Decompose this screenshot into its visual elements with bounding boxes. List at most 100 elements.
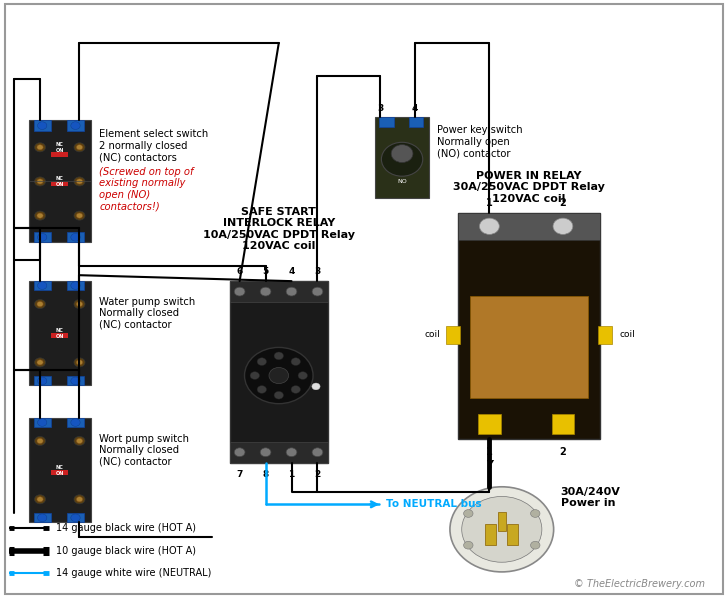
Text: NC
ON: NC ON xyxy=(55,176,64,187)
Text: 2: 2 xyxy=(314,470,320,479)
Circle shape xyxy=(464,509,473,517)
Bar xyxy=(50,333,68,338)
Circle shape xyxy=(34,358,46,367)
Bar xyxy=(230,281,328,463)
Circle shape xyxy=(38,122,47,129)
Circle shape xyxy=(34,143,46,152)
Circle shape xyxy=(480,218,499,234)
Bar xyxy=(67,418,84,427)
Text: coil: coil xyxy=(620,330,636,339)
Text: 14 gauge black wire (HOT A): 14 gauge black wire (HOT A) xyxy=(56,523,196,533)
Circle shape xyxy=(38,377,47,385)
Bar xyxy=(50,182,68,186)
Circle shape xyxy=(34,211,46,220)
Circle shape xyxy=(76,145,82,150)
Circle shape xyxy=(74,177,85,186)
Circle shape xyxy=(38,419,47,426)
Bar xyxy=(34,281,50,290)
Circle shape xyxy=(269,368,288,383)
Text: 4: 4 xyxy=(288,267,295,276)
Circle shape xyxy=(76,438,82,444)
Circle shape xyxy=(71,377,80,385)
Text: 6: 6 xyxy=(237,267,242,276)
Circle shape xyxy=(74,143,85,152)
Circle shape xyxy=(34,177,46,186)
Text: 1: 1 xyxy=(486,198,493,208)
Circle shape xyxy=(37,360,43,365)
Circle shape xyxy=(298,372,307,379)
Circle shape xyxy=(37,213,43,218)
Circle shape xyxy=(257,358,266,365)
Circle shape xyxy=(37,438,43,444)
Bar xyxy=(459,213,600,240)
Circle shape xyxy=(531,509,540,517)
Bar xyxy=(50,152,68,157)
Bar xyxy=(34,232,50,242)
Circle shape xyxy=(291,386,301,393)
Circle shape xyxy=(450,487,554,572)
Bar xyxy=(552,414,574,434)
Text: Wort pump switch
Normally closed
(NC) contactor: Wort pump switch Normally closed (NC) co… xyxy=(99,434,189,467)
Text: 4: 4 xyxy=(412,104,419,113)
Bar xyxy=(29,418,90,522)
Circle shape xyxy=(312,287,323,296)
Circle shape xyxy=(71,233,80,241)
Circle shape xyxy=(34,437,46,446)
Circle shape xyxy=(76,179,82,184)
Bar xyxy=(478,414,501,434)
Bar xyxy=(598,326,612,344)
Text: SAFE START
INTERLOCK RELAY
10A/250VAC DPDT Relay
120VAC coil: SAFE START INTERLOCK RELAY 10A/250VAC DP… xyxy=(203,206,355,251)
Bar xyxy=(29,120,90,242)
Text: Water pump switch
Normally closed
(NC) contactor: Water pump switch Normally closed (NC) c… xyxy=(99,297,196,330)
Circle shape xyxy=(76,497,82,502)
Circle shape xyxy=(381,142,423,176)
Circle shape xyxy=(71,282,80,289)
Bar xyxy=(50,470,68,475)
Bar xyxy=(67,232,84,242)
Text: 14 gauge white wire (NEUTRAL): 14 gauge white wire (NEUTRAL) xyxy=(56,568,211,578)
Circle shape xyxy=(260,287,271,296)
Circle shape xyxy=(38,514,47,521)
Text: 5: 5 xyxy=(263,267,269,276)
Bar xyxy=(230,442,328,463)
Text: POWER IN RELAY
30A/250VAC DPDT Relay
120VAC coil: POWER IN RELAY 30A/250VAC DPDT Relay 120… xyxy=(453,170,605,204)
Circle shape xyxy=(234,448,245,457)
Circle shape xyxy=(286,448,297,457)
Circle shape xyxy=(38,233,47,241)
Circle shape xyxy=(274,391,283,399)
Circle shape xyxy=(257,386,266,393)
Circle shape xyxy=(71,419,80,426)
Circle shape xyxy=(553,218,573,234)
Circle shape xyxy=(312,448,323,457)
Text: NC
ON: NC ON xyxy=(55,465,64,475)
Circle shape xyxy=(71,122,80,129)
Bar xyxy=(67,513,84,522)
Circle shape xyxy=(71,514,80,521)
Text: 3: 3 xyxy=(314,267,320,276)
Bar xyxy=(507,523,518,545)
Circle shape xyxy=(34,300,46,309)
Circle shape xyxy=(245,347,313,404)
Text: 1: 1 xyxy=(486,447,493,457)
Text: Element select switch
2 normally closed
(NC) contactors: Element select switch 2 normally closed … xyxy=(99,129,208,162)
Circle shape xyxy=(462,496,542,562)
Circle shape xyxy=(391,145,413,163)
Text: © TheElectricBrewery.com: © TheElectricBrewery.com xyxy=(574,579,705,590)
Text: 1: 1 xyxy=(288,470,295,479)
Bar xyxy=(498,512,505,531)
Circle shape xyxy=(286,287,297,296)
Text: (Screwed on top of
existing normally
open (NO)
contactors!): (Screwed on top of existing normally ope… xyxy=(99,167,194,212)
Bar xyxy=(446,326,460,344)
Bar xyxy=(34,513,50,522)
Circle shape xyxy=(74,437,85,446)
Circle shape xyxy=(76,301,82,307)
Circle shape xyxy=(274,352,283,360)
Circle shape xyxy=(37,301,43,307)
Text: Y: Y xyxy=(486,460,493,469)
Bar xyxy=(67,120,84,131)
Text: 2: 2 xyxy=(560,447,566,457)
Bar xyxy=(29,281,90,385)
Text: 3: 3 xyxy=(377,104,384,113)
Circle shape xyxy=(76,213,82,218)
Bar xyxy=(34,377,50,385)
